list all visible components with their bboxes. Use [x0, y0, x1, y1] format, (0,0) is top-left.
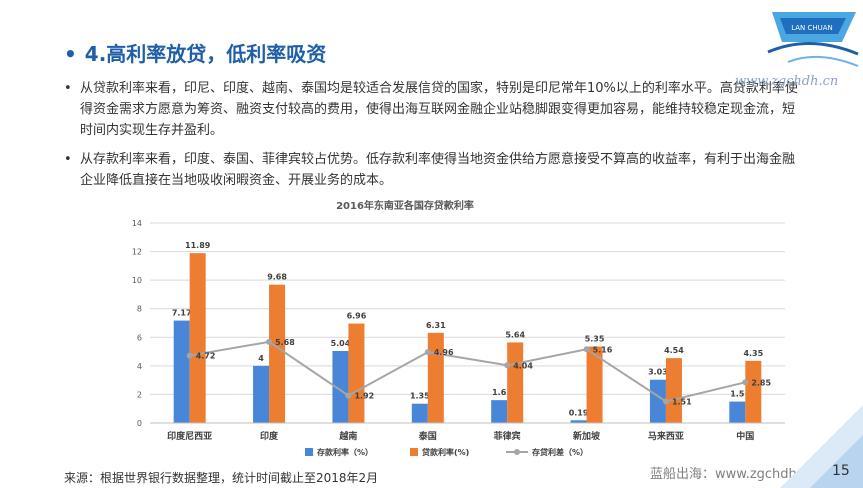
bar: [570, 420, 587, 423]
y-tick-label: 2: [137, 390, 142, 399]
bar: [332, 351, 349, 423]
y-tick-label: 6: [137, 333, 142, 342]
bar-value-label: 11.89: [185, 241, 211, 250]
spread-point: [583, 346, 590, 353]
chart-title: 2016年东南亚各国存贷款利率: [336, 199, 474, 212]
bar-value-label: 1.6: [492, 388, 507, 397]
source-note: 来源：根据世界银行数据整理，统计时间截止至2018年2月: [64, 471, 379, 485]
x-tick-label: 印度尼西亚: [167, 430, 212, 442]
x-tick-label: 菲律宾: [494, 430, 521, 442]
bar-value-label: 9.68: [267, 273, 287, 282]
bar-value-label: 5.35: [585, 335, 605, 344]
footer-brand: 蓝船出海：www.zgchdh.cn: [650, 467, 817, 482]
spread-point: [345, 392, 352, 399]
bar: [411, 403, 428, 423]
bar-value-label: 6.31: [426, 321, 446, 330]
spread-point: [662, 398, 669, 405]
y-tick-label: 4: [137, 362, 142, 371]
y-tick-label: 14: [132, 219, 142, 228]
rate-chart: 2016年东南亚各国存贷款利率 0 2 4 6 8 10 12 14 7.17 11.89 印度尼西亚…: [132, 199, 785, 457]
bar: [253, 365, 270, 423]
y-tick-label: 10: [132, 276, 142, 285]
boat-logo-icon: LAN CHUAN: [767, 12, 859, 67]
bar: [649, 379, 666, 423]
spread-value-label: 1.92: [354, 392, 374, 401]
spread-value-label: 4.96: [434, 348, 454, 357]
spread-line: [189, 340, 746, 403]
y-tick-label: 12: [132, 248, 142, 257]
bar-value-label: 5.64: [505, 330, 525, 339]
x-tick-label: 印度: [260, 430, 279, 442]
bar: [665, 358, 682, 423]
spread-value-label: 2.85: [751, 378, 771, 387]
bar: [586, 346, 603, 423]
spread-point: [504, 362, 511, 369]
bar-value-label: 0.19: [569, 408, 589, 417]
bar: [745, 360, 762, 423]
title-text: 4.高利率放贷，低利率吸资: [84, 42, 327, 66]
spread-value-label: 1.51: [672, 397, 692, 406]
legend-swatch: [305, 448, 313, 456]
x-tick-label: 马来西亚: [648, 430, 684, 442]
spread-point: [742, 379, 749, 386]
spread-value-label: 5.16: [593, 345, 613, 354]
bar: [729, 401, 746, 423]
y-tick-label: 0: [137, 419, 142, 428]
legend-swatch: [410, 448, 418, 456]
y-tick-label: 8: [137, 305, 142, 314]
legend-label: 存款利率（%）: [316, 447, 373, 457]
bar-value-label: 1.35: [410, 392, 430, 401]
legend-marker: [514, 449, 520, 455]
watermark-text: www.zgchdh.cn: [735, 74, 839, 89]
bar-value-label: 3.03: [648, 368, 668, 377]
title-bullet: •: [64, 42, 77, 66]
spread-point: [186, 352, 193, 359]
x-tick-label: 中国: [736, 430, 754, 442]
bar: [491, 400, 508, 423]
bullet-item: 从存款利率来看，印度、泰国、菲律宾较占优势。低存款利率使得当地资金供给方愿意接受…: [64, 149, 804, 191]
x-tick-label: 新加坡: [573, 430, 601, 442]
legend-label: 贷款利率(%): [422, 447, 469, 457]
svg-text:LAN CHUAN: LAN CHUAN: [791, 24, 833, 32]
x-tick-label: 泰国: [418, 430, 437, 442]
bullet-item: 从贷款利率来看，印尼、印度、越南、泰国均是较适合发展信贷的国家，特别是印尼常年1…: [64, 78, 804, 141]
spread-value-label: 5.68: [275, 338, 295, 347]
bar: [269, 284, 286, 423]
bar-value-label: 6.96: [347, 312, 367, 321]
spread-point: [266, 338, 273, 345]
bullet-list: 从贷款利率来看，印尼、印度、越南、泰国均是较适合发展信贷的国家，特别是印尼常年1…: [64, 78, 804, 199]
bar-value-label: 1.5: [730, 390, 745, 399]
bar-value-label: 4.54: [664, 346, 684, 355]
bar: [348, 323, 365, 423]
page-title: • 4.高利率放贷，低利率吸资: [64, 38, 326, 67]
legend-label: 存贷利差（%）: [531, 447, 588, 457]
bar-value-label: 4: [258, 354, 264, 363]
bar: [427, 332, 444, 423]
bar-value-label: 4.35: [743, 349, 763, 358]
x-tick-label: 越南: [338, 430, 357, 442]
bar-value-label: 5.04: [331, 339, 351, 348]
corner-decoration-icon: [780, 405, 863, 488]
bar: [173, 320, 190, 423]
spread-point: [424, 349, 431, 356]
bar: [189, 253, 206, 423]
spread-value-label: 4.04: [513, 361, 533, 370]
bar: [507, 342, 524, 423]
page-number: 15: [832, 463, 850, 479]
spread-value-label: 4.72: [196, 352, 216, 361]
bar-value-label: 7.17: [172, 309, 192, 318]
